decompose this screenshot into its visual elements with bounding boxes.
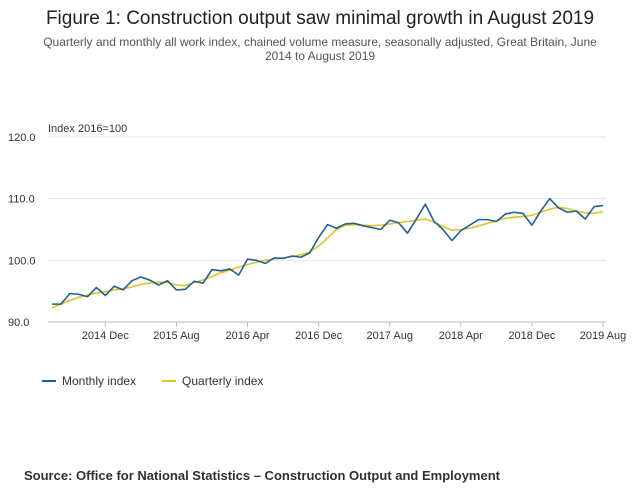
legend-label-monthly: Monthly index bbox=[62, 374, 137, 388]
x-tick-label: 2018 Apr bbox=[439, 330, 483, 342]
x-tick-label: 2014 Dec bbox=[82, 330, 130, 342]
series bbox=[51, 197, 604, 309]
series-line-quarterly bbox=[51, 206, 604, 309]
x-tick-label: 2016 Apr bbox=[225, 330, 269, 342]
y-tick-label: 120.0 bbox=[8, 132, 36, 144]
chart-title: Figure 1: Construction output saw minima… bbox=[45, 8, 595, 29]
x-tick-label: 2016 Dec bbox=[295, 330, 343, 342]
legend-item-quarterly: Quarterly index bbox=[162, 374, 263, 388]
x-tick-label: 2017 Aug bbox=[366, 330, 413, 342]
y-tick-label: 100.0 bbox=[8, 255, 36, 267]
chart-subtitle: Quarterly and monthly all work index, ch… bbox=[43, 35, 597, 63]
x-tick-label: 2015 Aug bbox=[153, 330, 200, 342]
legend-label-quarterly: Quarterly index bbox=[182, 374, 264, 388]
legend-swatch-quarterly bbox=[162, 380, 177, 382]
axes: 90.0 100.0 110.0 120.0 2014 Dec 2015 Aug 2016 … bbox=[8, 132, 626, 342]
legend-item-monthly: Monthly index bbox=[42, 374, 136, 388]
legend: Monthly index Quarterly index bbox=[42, 374, 263, 388]
source-note: Source: Office for National Statistics –… bbox=[24, 468, 500, 483]
legend-swatch-monthly bbox=[42, 380, 56, 382]
x-tick-label: 2018 Dec bbox=[508, 330, 556, 342]
x-tick-label: 2019 Aug bbox=[580, 330, 627, 342]
series-line-monthly bbox=[52, 197, 604, 305]
grid bbox=[48, 136, 606, 323]
line-chart: 90.0 100.0 110.0 120.0 2014 Dec 2015 Aug 2016 … bbox=[8, 132, 626, 342]
y-axis-label: Index 2016=100 bbox=[48, 123, 128, 135]
y-tick-label: 110.0 bbox=[8, 194, 35, 206]
y-tick-label: 90.0 bbox=[8, 317, 29, 329]
